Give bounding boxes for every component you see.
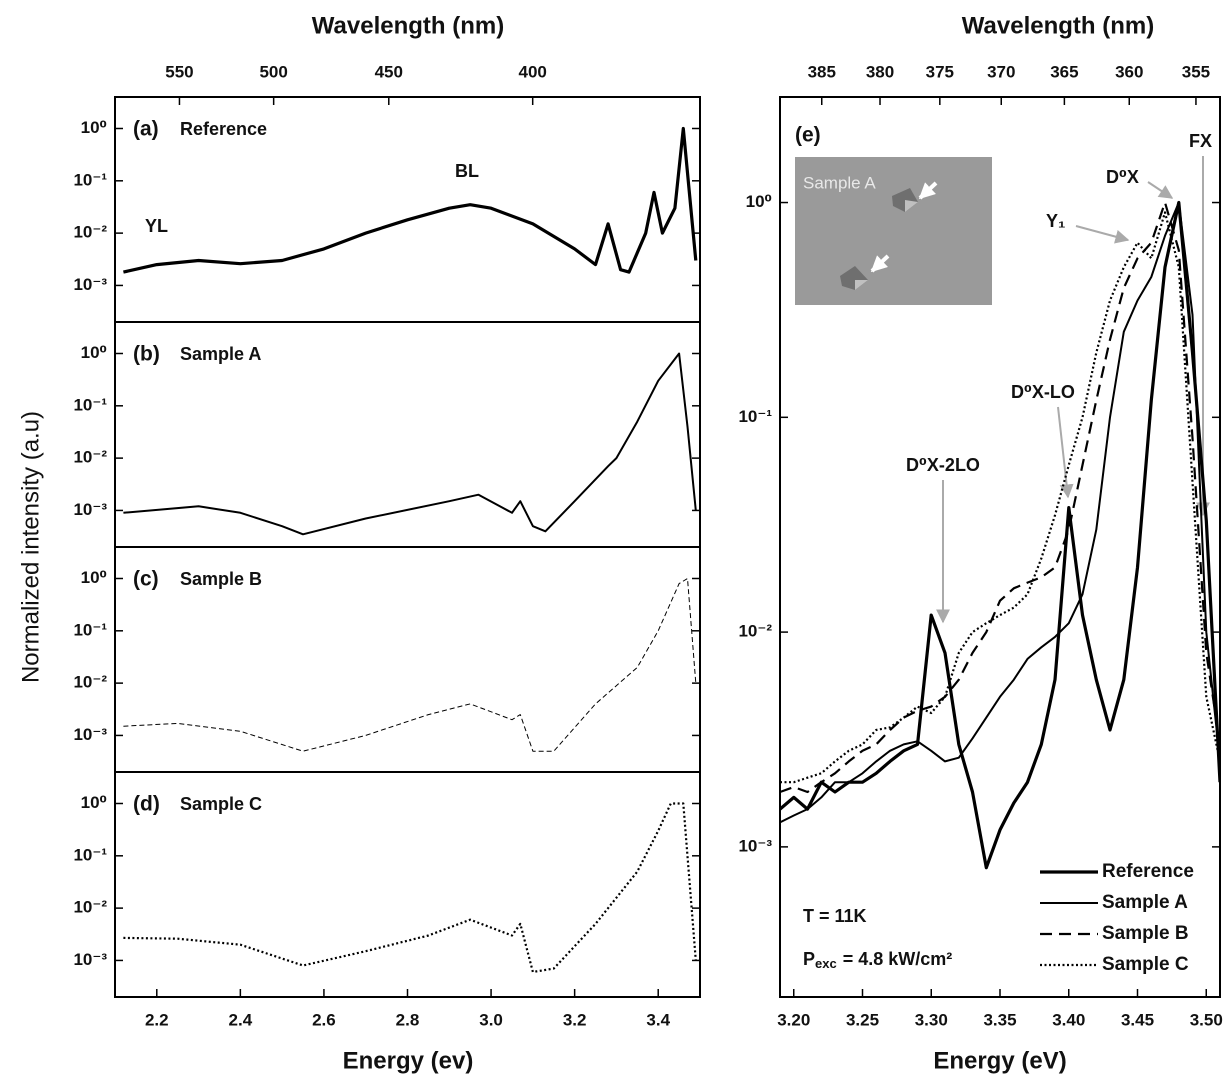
annotation: FX [1189, 131, 1212, 151]
y-tick-label: 10⁻³ [73, 950, 107, 969]
top-tick-label: 370 [987, 62, 1015, 81]
series-line [123, 578, 697, 752]
panel-label: (e) [795, 124, 821, 147]
y-tick-label: 10⁻¹ [73, 395, 107, 414]
series-line [123, 126, 698, 274]
y-tick-label: 10⁻² [73, 673, 107, 692]
x-tick-label: 3.50 [1190, 1010, 1223, 1029]
top-axis-title: Wavelength (nm) [962, 12, 1154, 39]
series-line [123, 352, 697, 536]
y-tick-label: 10⁻² [73, 898, 107, 917]
top-tick-label: 365 [1050, 62, 1078, 81]
y-tick-label: 10⁰ [81, 568, 107, 587]
annotation: BL [455, 161, 479, 181]
annotation: D⁰X [1106, 167, 1139, 187]
annotation: Y₁ [1046, 211, 1065, 231]
x-axis-title: Energy (eV) [933, 1047, 1066, 1074]
top-tick-label: 500 [259, 62, 287, 81]
inset-image: Sample A [795, 157, 992, 305]
series-line [123, 802, 697, 974]
x-tick-label: 3.45 [1121, 1010, 1154, 1029]
y-tick-label: 10⁻² [73, 223, 107, 242]
top-tick-label: 550 [165, 62, 193, 81]
x-tick-label: 2.8 [396, 1010, 420, 1029]
x-tick-label: 3.2 [563, 1010, 587, 1029]
x-tick-label: 3.0 [479, 1010, 503, 1029]
top-tick-label: 375 [926, 62, 954, 81]
y-tick-label: 10⁻³ [73, 275, 107, 294]
plot-frame [779, 96, 1221, 998]
top-tick-label: 400 [519, 62, 547, 81]
y-tick-label: 10⁻¹ [738, 407, 772, 426]
y-tick-label: 10⁻³ [73, 725, 107, 744]
y-tick-label: 10⁻² [738, 622, 772, 641]
inset-label: Sample A [803, 173, 876, 192]
y-tick-label: 10⁻² [73, 448, 107, 467]
top-tick-label: 380 [866, 62, 894, 81]
series-line [780, 200, 1220, 870]
x-tick-label: 3.30 [915, 1010, 948, 1029]
panel-name: Sample B [180, 569, 262, 589]
x-tick-label: 3.4 [646, 1010, 670, 1029]
y-tick-label: 10⁰ [81, 343, 107, 362]
panel-label: (c) [133, 568, 159, 591]
annotation-part: exc [815, 956, 837, 971]
panel-label: (a) [133, 118, 159, 141]
y-tick-label: 10⁻¹ [73, 845, 107, 864]
top-axis-title: Wavelength (nm) [312, 12, 504, 39]
x-tick-label: 3.40 [1052, 1010, 1085, 1029]
y-axis-title: Normalized intensity (a.u) [17, 411, 44, 683]
annotation: YL [145, 216, 168, 236]
panel-name: Sample A [180, 344, 261, 364]
annotation: D⁰X-LO [1011, 382, 1075, 402]
annotation: D⁰X-2LO [906, 455, 980, 475]
series-line [780, 201, 1220, 824]
panel-labels: (a) Reference (b) Sample A (c) Sample B … [133, 118, 821, 816]
legend-label: Sample A [1102, 892, 1188, 913]
panel-label: (d) [133, 793, 160, 816]
y-tick-label: 10⁻³ [738, 836, 772, 855]
x-tick-label: 3.35 [983, 1010, 1016, 1029]
top-tick-label: 360 [1115, 62, 1143, 81]
y-tick-label: 10⁰ [746, 192, 772, 211]
legend-label: Sample B [1102, 923, 1189, 944]
top-tick-label: 385 [808, 62, 836, 81]
annotation-part: P [803, 949, 815, 969]
top-tick-label: 450 [375, 62, 403, 81]
annotation-arrows [936, 156, 1210, 624]
panel-name: Sample C [180, 794, 262, 814]
top-tick-label: 355 [1182, 62, 1210, 81]
panel-label: (b) [133, 343, 160, 366]
x-tick-label: 3.20 [777, 1010, 810, 1029]
y-tick-label: 10⁻³ [73, 500, 107, 519]
annotation: T = 11K [803, 906, 867, 926]
series-line [780, 201, 1220, 794]
legend-label: Sample C [1102, 954, 1189, 975]
x-tick-label: 2.2 [145, 1010, 169, 1029]
y-tick-label: 10⁻¹ [73, 170, 107, 189]
legend-label: Reference [1102, 861, 1194, 882]
x-axis-title: Energy (ev) [343, 1047, 474, 1074]
annotation-part: = 4.8 kW/cm² [843, 949, 953, 969]
panel-name: Reference [180, 119, 267, 139]
annotation: Pexc = 4.8 kW/cm² [803, 949, 952, 972]
x-tick-label: 2.6 [312, 1010, 336, 1029]
y-tick-label: 10⁰ [81, 118, 107, 137]
y-tick-label: 10⁰ [81, 793, 107, 812]
plot-frame [114, 771, 701, 998]
y-tick-label: 10⁻¹ [73, 620, 107, 639]
x-tick-label: 2.4 [229, 1010, 253, 1029]
x-tick-label: 3.25 [846, 1010, 879, 1029]
